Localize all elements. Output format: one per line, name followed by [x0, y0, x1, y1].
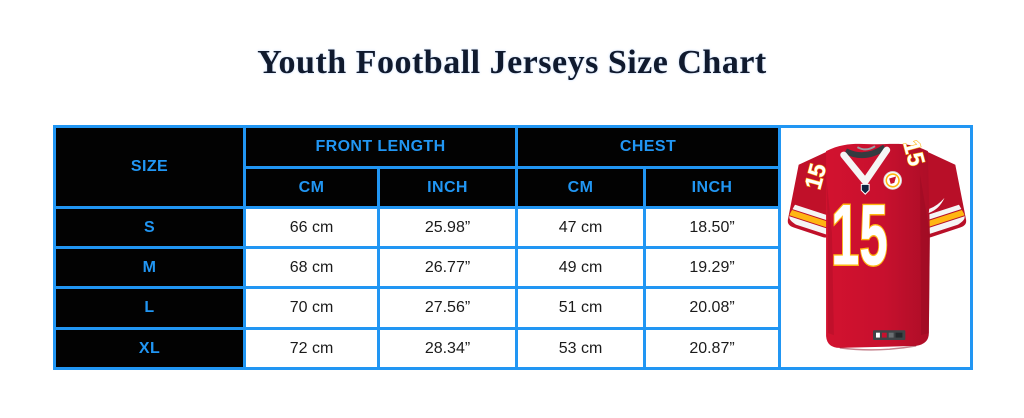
nfl-shield-icon — [860, 183, 870, 195]
table-row-m: M 68 cm 26.77” 49 cm 19.29” — [53, 246, 972, 289]
swoosh-icon — [928, 197, 944, 213]
subheader-front-inch: INCH — [377, 166, 518, 209]
l-chest-cm: 51 cm — [515, 286, 646, 330]
red-jersey-illustration: 15 15 15 — [783, 136, 969, 351]
m-front-inch: 26.77” — [377, 246, 518, 289]
l-chest-inch: 20.08” — [642, 286, 782, 330]
s-chest-inch: 18.50” — [642, 206, 782, 249]
m-front-cm: 68 cm — [243, 246, 380, 289]
m-chest-inch: 19.29” — [642, 246, 782, 289]
jersey-hanger-loop — [856, 144, 876, 150]
left-sleeve-stripe-gold — [783, 204, 843, 232]
l-front-cm: 70 cm — [243, 286, 380, 330]
jersey-torso — [825, 143, 930, 348]
jersey-inner-collar — [843, 144, 887, 158]
chest-number: 15 — [830, 187, 887, 283]
s-chest-cm: 47 cm — [515, 206, 646, 249]
xl-chest-cm: 53 cm — [515, 327, 646, 370]
l-front-inch: 27.56” — [377, 286, 518, 330]
table-row-l: L 70 cm 27.56” 51 cm 20.08” — [53, 286, 972, 330]
size-chart-table: SIZE FRONT LENGTH CHEST — [53, 125, 974, 370]
s-front-inch: 25.98” — [377, 206, 518, 249]
size-label-m: M — [53, 246, 246, 289]
s-front-cm: 66 cm — [243, 206, 380, 249]
header-front-length: FRONT LENGTH — [243, 125, 518, 169]
m-chest-cm: 49 cm — [515, 246, 646, 289]
jock-tag — [872, 329, 905, 340]
jersey-image: 15 15 15 — [781, 133, 970, 363]
table-row-s: S 66 cm 25.98” 47 cm 18.50” — [53, 206, 972, 249]
team-logo-patch — [882, 170, 902, 190]
header-size: SIZE — [53, 125, 246, 209]
xl-chest-inch: 20.87” — [642, 327, 782, 370]
jersey-image-cell: 15 15 15 — [778, 125, 974, 370]
subheader-chest-cm: CM — [515, 166, 646, 209]
header-chest: CHEST — [514, 125, 782, 169]
jersey-v-neck — [839, 146, 890, 185]
xl-front-cm: 72 cm — [243, 327, 380, 370]
page-title: Youth Football Jerseys Size Chart — [257, 44, 767, 81]
size-label-l: L — [53, 286, 246, 330]
size-label-xl: XL — [53, 327, 246, 370]
subheader-chest-inch: INCH — [642, 166, 782, 209]
size-label-s: S — [53, 206, 246, 249]
xl-front-inch: 28.34” — [377, 327, 518, 370]
table-row-xl: XL 72 cm 28.34” 53 cm 20.87” — [53, 327, 972, 370]
subheader-front-cm: CM — [243, 166, 380, 209]
